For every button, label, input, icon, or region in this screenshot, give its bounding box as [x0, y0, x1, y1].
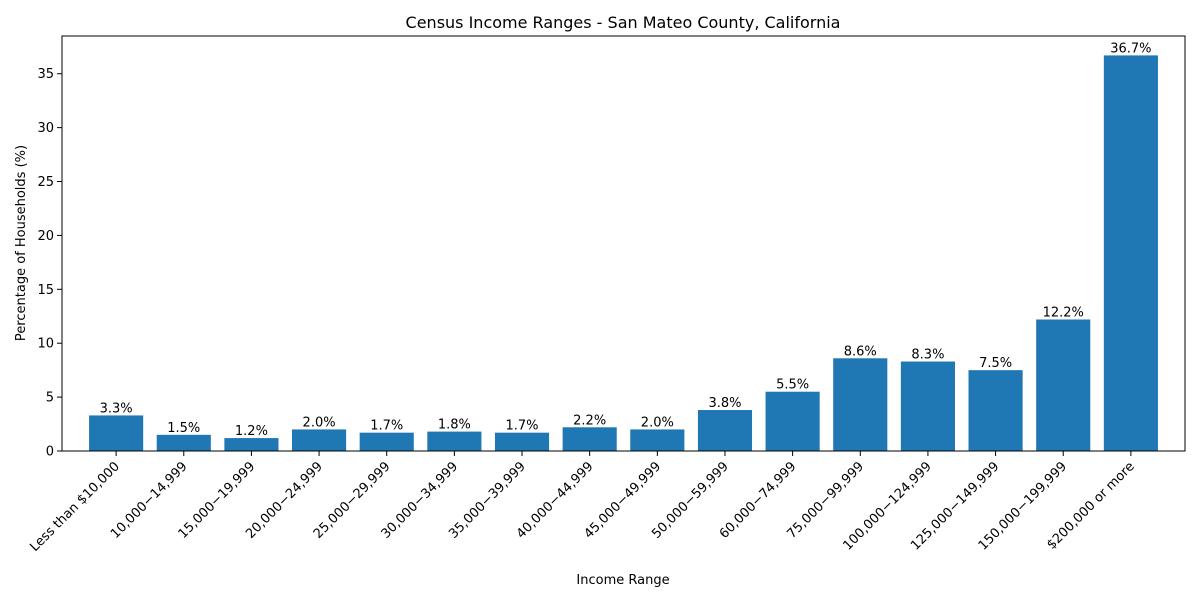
bar-value-label: 1.5% [167, 421, 200, 436]
bar-value-label: 3.8% [708, 396, 741, 411]
bar [1036, 319, 1091, 451]
y-tick-label: 0 [46, 445, 54, 460]
bar-value-label: 5.5% [776, 378, 809, 393]
bar [697, 410, 753, 451]
data-labels-group: 3.3% 1.5% 1.2% 2.0% 1.7% 1.8% 1.7% 2.2% 2.0% 3.8%… [100, 41, 1152, 439]
bar [427, 431, 482, 451]
bar-value-label: 7.5% [979, 356, 1012, 371]
bar [224, 438, 279, 451]
y-axis: 0 5 10 15 20 25 30 35 [37, 67, 62, 460]
plot-frame [61, 35, 1186, 452]
bar-value-label: 2.0% [641, 415, 674, 430]
bar-value-label: 1.7% [506, 419, 539, 434]
bars-group [89, 55, 1158, 452]
bar [359, 432, 414, 451]
bar-value-label: 2.0% [303, 415, 336, 430]
y-tick-label: 15 [37, 283, 54, 298]
y-tick-label: 10 [37, 337, 54, 352]
bar [833, 358, 888, 451]
bar [292, 429, 347, 451]
bar [1103, 55, 1158, 452]
bar [156, 434, 211, 451]
y-tick-label: 20 [37, 229, 54, 244]
bar [630, 429, 685, 451]
bar [900, 361, 955, 451]
x-axis: Less than $10,00010,000−14,99915,000−19,… [27, 451, 1138, 555]
bar-value-label: 8.3% [911, 348, 944, 363]
y-axis-label: Percentage of Households (%) [14, 145, 29, 341]
bar-value-label: 1.7% [370, 419, 403, 434]
bar-value-label: 12.2% [1043, 305, 1084, 320]
y-tick-label: 30 [37, 121, 54, 136]
bar [968, 370, 1023, 451]
y-tick-label: 5 [46, 391, 54, 406]
bar-value-label: 1.2% [235, 424, 268, 439]
bar-value-label: 1.8% [438, 418, 471, 433]
y-tick-label: 25 [37, 175, 54, 190]
bar [562, 427, 617, 451]
y-tick-label: 35 [37, 67, 54, 82]
x-axis-label: Income Range [576, 573, 669, 588]
bar [89, 415, 144, 451]
bar-value-label: 3.3% [100, 401, 133, 416]
bar [765, 391, 820, 451]
chart-title: Census Income Ranges - San Mateo County,… [406, 13, 841, 32]
x-tick-label: Less than $10,000 [27, 459, 123, 555]
bar-value-label: 2.2% [573, 413, 606, 428]
bar-value-label: 8.6% [844, 344, 877, 359]
bar-value-label: 36.7% [1110, 41, 1151, 56]
bar [494, 432, 550, 451]
